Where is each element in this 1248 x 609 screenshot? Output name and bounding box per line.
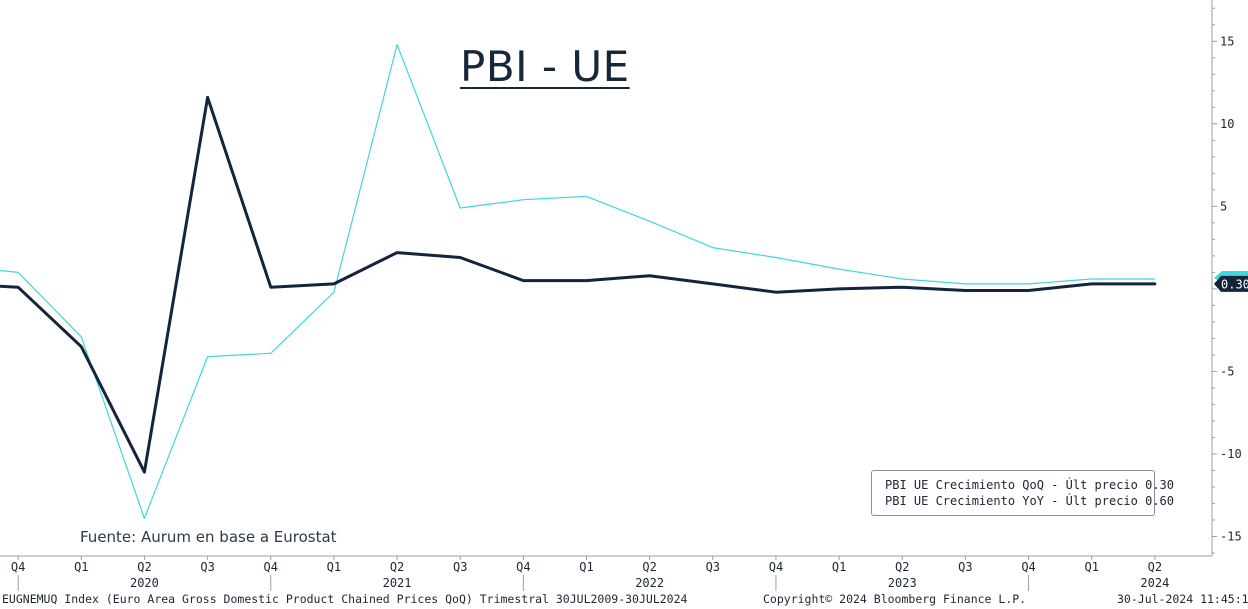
legend: PBI UE Crecimiento QoQ - Últ precio 0.30… xyxy=(871,470,1174,516)
footer-index-description: EUGNEMUQ Index (Euro Area Gross Domestic… xyxy=(2,592,688,606)
x-tick-label: Q3 xyxy=(200,560,214,574)
x-year-label: 2022 xyxy=(635,576,664,590)
x-tick-label: Q1 xyxy=(327,560,341,574)
footer-timestamp: 30-Jul-2024 11:45:10 xyxy=(1117,592,1248,606)
series-line-yoy xyxy=(0,43,1156,519)
x-year-label: 2024 xyxy=(1140,576,1169,590)
x-tick-label: Q3 xyxy=(706,560,720,574)
x-tick-label: Q1 xyxy=(74,560,88,574)
x-tick-label: Q2 xyxy=(642,560,656,574)
x-tick-label: Q4 xyxy=(264,560,278,574)
legend-item-yoy: PBI UE Crecimiento YoY - Últ precio 0.60 xyxy=(880,493,1174,509)
x-tick-label: Q4 xyxy=(11,560,25,574)
y-tick-label: 10 xyxy=(1220,117,1234,131)
last-value-marker-qoq xyxy=(1214,275,1248,292)
x-tick-label: Q1 xyxy=(832,560,846,574)
x-tick-label: Q2 xyxy=(137,560,151,574)
y-tick-label: -10 xyxy=(1220,447,1242,461)
legend-label-yoy: PBI UE Crecimiento YoY - Últ precio 0.60 xyxy=(885,494,1174,508)
series-layer xyxy=(0,43,1157,519)
x-tick-label: Q3 xyxy=(453,560,467,574)
last-value-label: 0.30 xyxy=(1221,277,1248,291)
x-tick-label: Q4 xyxy=(516,560,530,574)
y-tick-label: -5 xyxy=(1220,364,1234,378)
x-tick-label: Q3 xyxy=(958,560,972,574)
y-tick-label: -15 xyxy=(1220,529,1242,543)
legend-label-qoq: PBI UE Crecimiento QoQ - Últ precio 0.30 xyxy=(885,478,1174,492)
footer-copyright: Copyright© 2024 Bloomberg Finance L.P. xyxy=(763,592,1027,606)
y-tick-label: 15 xyxy=(1220,34,1234,48)
x-tick-label: Q2 xyxy=(1148,560,1162,574)
source-note: Fuente: Aurum en base a Eurostat xyxy=(80,528,337,546)
x-year-label: 2020 xyxy=(130,576,159,590)
axes-layer: 15 10 5 -5 -10 -15 Q4 Q1 Q2 2020 Q3 Q4 Q1 Q2 2021 Q3 Q4 Q… xyxy=(0,0,1242,591)
x-tick-label: Q4 xyxy=(1021,560,1035,574)
last-value-marker-layer: 0.30 xyxy=(1214,270,1248,292)
x-tick-label: Q4 xyxy=(769,560,783,574)
x-year-label: 2021 xyxy=(383,576,412,590)
series-line-qoq xyxy=(0,95,1157,474)
x-tick-label: Q2 xyxy=(390,560,404,574)
x-tick-label: Q1 xyxy=(1084,560,1098,574)
x-tick-label: Q1 xyxy=(579,560,593,574)
legend-item-qoq: PBI UE Crecimiento QoQ - Últ precio 0.30 xyxy=(880,477,1174,493)
chart-title: PBI - UE xyxy=(460,42,630,91)
x-year-label: 2023 xyxy=(888,576,917,590)
x-tick-label: Q2 xyxy=(895,560,909,574)
y-tick-label: 5 xyxy=(1220,199,1227,213)
